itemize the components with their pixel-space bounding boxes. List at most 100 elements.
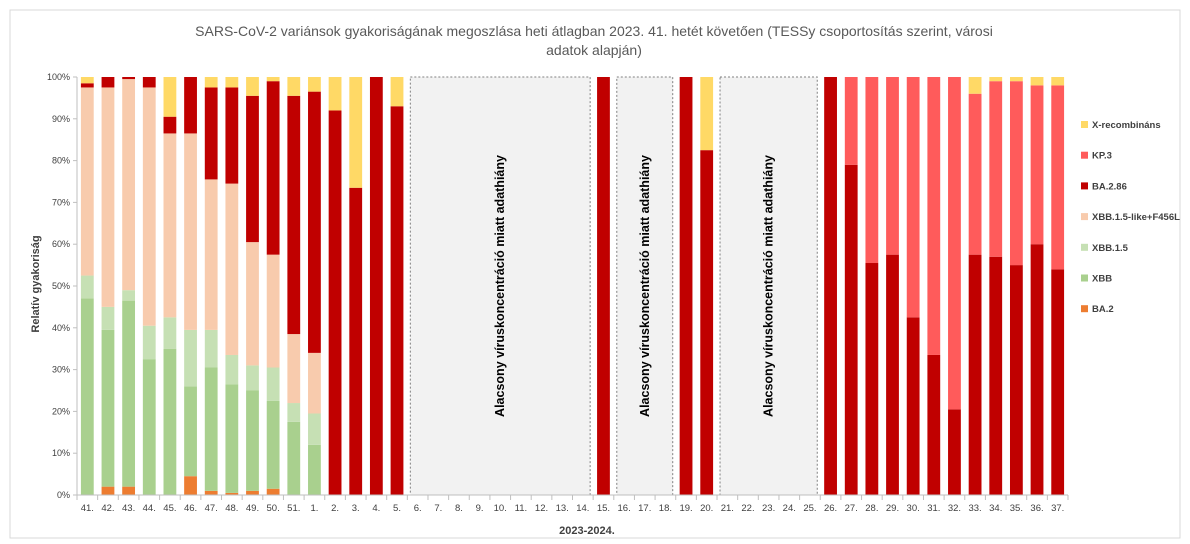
bar-30-kp-3 (906, 77, 920, 318)
x-tick-label: 42. (101, 503, 114, 514)
bar-50-ba-2 (266, 488, 280, 495)
bar-50-xbb-1-5-like-f456l (266, 254, 280, 368)
x-tick-label: 25. (803, 503, 816, 514)
legend-swatch-xbb-1-5 (1081, 243, 1088, 251)
x-tick-label: 11. (515, 503, 528, 514)
bar-49-xbb-1-5 (246, 365, 259, 391)
bar-46-ba-2-86 (184, 77, 197, 134)
bar-32-ba-2-86 (948, 409, 961, 495)
bar-42-xbb (101, 329, 115, 487)
x-tick-label: 24. (783, 503, 796, 514)
x-tick-label: 22. (741, 503, 754, 514)
bar-4-ba-2-86 (369, 77, 383, 495)
legend-label: XBB (1092, 274, 1112, 285)
bar-29-ba-2-86 (886, 254, 899, 495)
x-tick-label: 46. (184, 503, 197, 514)
bar-48-xbb (225, 384, 239, 493)
bar-34-ba-2-86 (989, 256, 1003, 495)
x-tick-label: 45. (163, 503, 176, 514)
legend-swatch-xbb-1-5-like-f456l (1081, 213, 1088, 221)
bar-28-ba-2-86 (865, 263, 879, 495)
x-tick-label: 12. (535, 503, 548, 514)
bar-48-xbb-1-5 (225, 354, 239, 385)
bar-41-ba-2-86 (80, 83, 94, 88)
bar-1-xbb (308, 444, 321, 495)
legend-label: BA.2.86 (1092, 181, 1127, 192)
legend-swatch-xbb (1081, 274, 1088, 282)
legend-swatch-x-recombin-ns (1081, 121, 1088, 128)
bar-1-xbb-1-5-like-f456l (308, 352, 321, 414)
bar-47-ba-2-86 (204, 87, 218, 180)
bar-34-x-recombin-ns (989, 77, 1003, 82)
bar-46-xbb-1-5 (184, 329, 197, 387)
x-tick-label: 9. (476, 503, 484, 514)
x-tick-label: 16. (618, 503, 631, 514)
bar-1-x-recombin-ns (308, 77, 321, 92)
bar-49-x-recombin-ns (246, 77, 259, 96)
x-tick-label: 1. (310, 503, 318, 514)
gap-box-2 (616, 76, 674, 496)
bar-48-ba-2 (225, 492, 239, 495)
legend: X-recombináns KP.3 BA.2.86 XBB.1.5-like+F45… (1081, 120, 1180, 315)
bar-42-ba-2 (101, 486, 115, 495)
bar-51-ba-2-86 (287, 95, 301, 335)
x-axis: 41. 42. 43. 44. 45. 46. 47. 48. 49. 50. 51. 1. 2. 3. 4… (76, 494, 1069, 514)
x-tick-label: 37. (1051, 503, 1064, 514)
y-tick-label: 30% (52, 365, 70, 375)
x-tick-label: 10. (494, 503, 507, 514)
bar-37-x-recombin-ns (1051, 77, 1065, 86)
bar-42-xbb-1-5 (101, 306, 115, 330)
x-tick-label: 48. (225, 503, 238, 514)
bar-28-kp-3 (865, 77, 879, 264)
bar-41-x-recombin-ns (80, 77, 94, 84)
x-tick-label: 30. (907, 503, 920, 514)
bar-49-ba-2-86 (246, 95, 259, 243)
bar-50-ba-2-86 (266, 81, 280, 255)
bar-36-ba-2-86 (1030, 244, 1044, 495)
x-tick-label: 34. (989, 503, 1002, 514)
bar-45-ba-2-86 (163, 116, 177, 134)
bar-44-xbb-1-5-like-f456l (142, 87, 156, 326)
bar-35-x-recombin-ns (1009, 77, 1023, 82)
x-tick-label: 33. (968, 503, 981, 514)
bar-44-ba-2-86 (142, 77, 156, 88)
bar-36-kp-3 (1030, 85, 1044, 245)
bar-43-ba-2 (122, 486, 136, 495)
bar-2-ba-2-86 (328, 110, 342, 495)
x-tick-label: 36. (1030, 503, 1043, 514)
bar-1-ba-2-86 (308, 91, 321, 353)
x-tick-label: 43. (122, 503, 135, 514)
bar-37-kp-3 (1051, 85, 1065, 270)
gap-annotations: Alacsony víruskoncentráció miatt adathiá… (409, 76, 818, 496)
y-tick-label: 100% (47, 72, 70, 82)
bar-30-ba-2-86 (906, 317, 920, 495)
bar-42-ba-2-86 (101, 77, 115, 88)
gap-label-3: Alacsony víruskoncentráció miatt adathiá… (762, 155, 776, 417)
x-tick-label: 49. (246, 503, 259, 514)
x-tick-label: 28. (865, 503, 878, 514)
gap-box-1 (409, 76, 591, 496)
x-tick-label: 21. (721, 503, 734, 514)
bar-27-kp-3 (844, 77, 858, 165)
bar-48-ba-2-86 (225, 87, 239, 184)
y-tick-label: 10% (52, 448, 70, 458)
legend-label: XBB.1.5-like+F456L (1092, 212, 1180, 223)
bar-35-kp-3 (1009, 81, 1023, 266)
bar-45-x-recombin-ns (163, 77, 177, 117)
legend-swatch-ba-2-86 (1081, 182, 1088, 190)
bar-26-ba-2-86 (824, 77, 837, 495)
bar-5-ba-2-86 (390, 106, 404, 495)
bar-46-xbb-1-5-like-f456l (184, 133, 197, 330)
bar-2-x-recombin-ns (328, 77, 342, 111)
legend-swatch-ba-2 (1081, 305, 1088, 313)
x-tick-label: 32. (948, 503, 961, 514)
y-tick-label: 40% (52, 323, 70, 333)
bars-group (80, 77, 1065, 495)
bar-51-xbb-1-5-like-f456l (287, 334, 301, 404)
x-axis-label: 2023-2024. (559, 525, 615, 537)
bar-15-ba-2-86 (597, 77, 610, 495)
x-tick-label: 50. (267, 503, 280, 514)
x-tick-label: 4. (372, 503, 380, 514)
x-tick-label: 19. (679, 503, 692, 514)
